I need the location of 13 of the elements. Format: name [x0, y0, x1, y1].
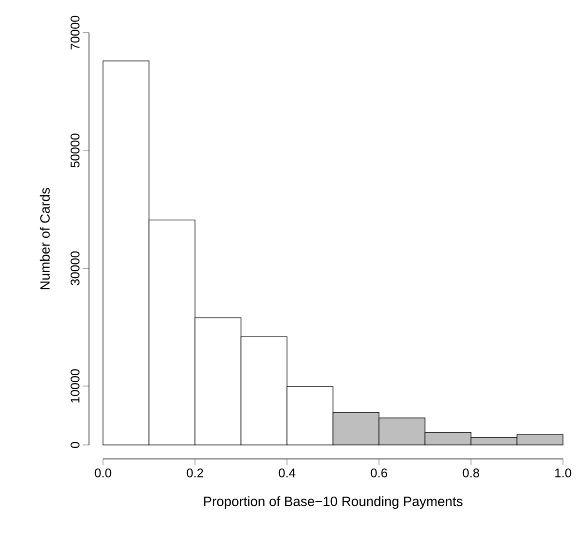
- x-tick-label: 0.0: [94, 468, 112, 478]
- x-tick-label: 1.0: [555, 468, 572, 478]
- x-tick-label: 0.4: [278, 468, 296, 478]
- y-tick-label: 0: [70, 442, 80, 448]
- y-tick-label: 10000: [70, 369, 80, 403]
- y-tick-label: 70000: [70, 16, 80, 50]
- x-tick-label: 0.6: [370, 468, 388, 478]
- y-axis-title: Number of Cards: [40, 188, 50, 290]
- y-tick-label: 30000: [70, 251, 80, 286]
- y-tick-label: 50000: [70, 134, 80, 168]
- x-axis-title: Proportion of Base−10 Rounding Payments: [204, 496, 462, 509]
- x-tick-label: 0.2: [186, 468, 204, 478]
- x-tick-label: 0.8: [462, 468, 480, 478]
